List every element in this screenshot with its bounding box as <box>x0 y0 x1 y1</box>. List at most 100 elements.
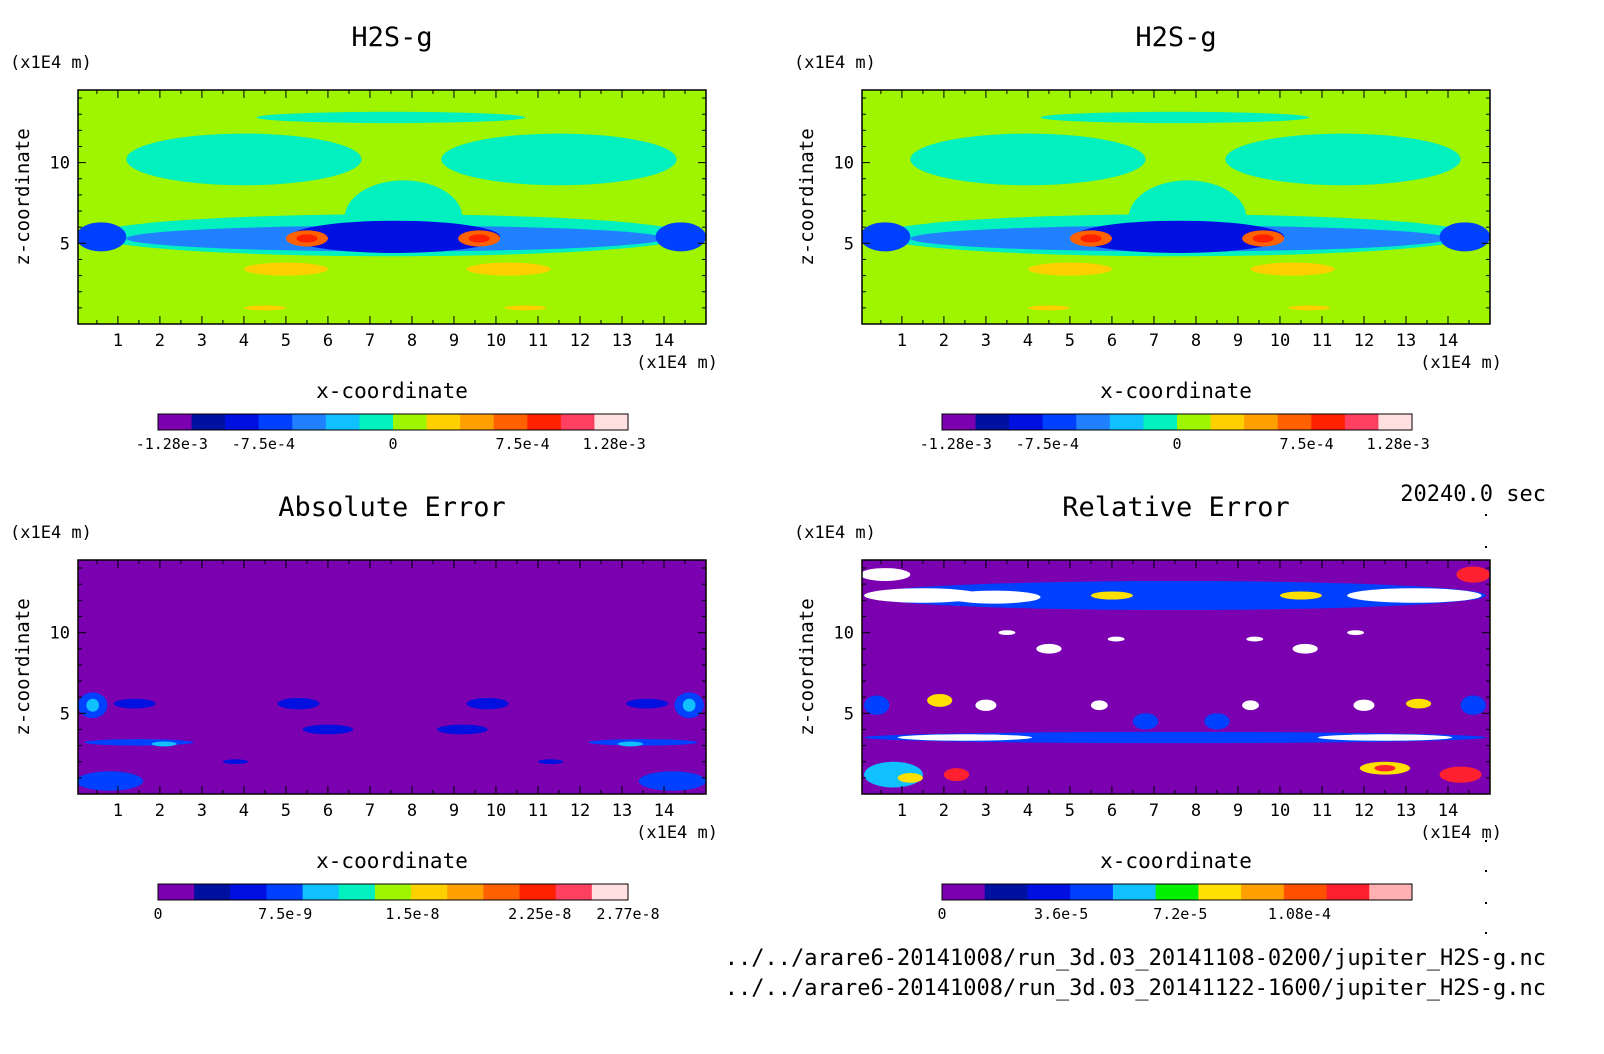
contour-region <box>151 741 177 747</box>
contour-region <box>1204 713 1230 730</box>
margin-dot <box>1485 870 1487 872</box>
contour-region <box>537 759 564 765</box>
colorbar-swatch <box>1369 884 1413 900</box>
x-tick-label: 1 <box>897 331 907 351</box>
colorbar-swatch <box>158 414 193 430</box>
colorbar-swatch <box>975 414 1010 430</box>
chart-panel-2: H2S-g(x1E4 m)1 2 3 4 5 6 7 8 9 10 11 12 13 14510(x1E4… <box>794 22 1502 453</box>
x-tick-label: 4 <box>239 801 249 821</box>
chart-title: Absolute Error <box>278 492 506 523</box>
contour-region <box>1317 734 1453 741</box>
x-tick-label: 8 <box>407 331 417 351</box>
x-tick-label: 4 <box>1023 801 1033 821</box>
colorbar-swatch <box>393 414 428 430</box>
x-axis-label: x-coordinate <box>316 849 468 873</box>
x-unit-label: (x1E4 m) <box>1420 823 1502 843</box>
x-unit-label: (x1E4 m) <box>636 823 718 843</box>
x-tick-label: 10 <box>486 801 506 821</box>
x-tick-label: 3 <box>981 331 991 351</box>
contour-layer <box>862 111 1490 311</box>
x-tick-label: 6 <box>1107 801 1117 821</box>
contour-region <box>638 771 706 791</box>
colorbar-label: -1.28e-3 <box>136 435 208 453</box>
chart-title: Relative Error <box>1062 492 1290 523</box>
colorbar-swatch <box>191 414 226 430</box>
x-tick-label: 2 <box>939 331 949 351</box>
contour-layer <box>78 692 706 791</box>
colorbar-label: 2.77e-8 <box>596 905 659 923</box>
contour-region <box>78 222 127 252</box>
colorbar-swatch <box>1344 414 1379 430</box>
plot-frame <box>861 559 1491 795</box>
colorbar-swatch <box>942 414 977 430</box>
colorbar-swatch <box>447 884 484 900</box>
x-tick-label: 5 <box>281 331 291 351</box>
x-tick-label: 12 <box>570 331 590 351</box>
contour-region <box>441 133 677 186</box>
colorbar-swatch <box>527 414 562 430</box>
contour-region <box>1027 305 1070 311</box>
chart-panel-1: H2S-g(x1E4 m)1 2 3 4 5 6 7 8 9 10 11 12 13 14510(x1E4… <box>10 22 718 453</box>
colorbar-label: 0 <box>388 435 397 453</box>
colorbar-frame <box>157 883 629 901</box>
colorbar-swatch <box>359 414 394 430</box>
contour-region <box>113 698 156 709</box>
contour-region <box>1040 111 1310 124</box>
x-tick-label: 11 <box>528 331 548 351</box>
y-tick-label: 10 <box>50 154 70 174</box>
colorbar-label: 1.28e-3 <box>583 435 646 453</box>
contour-region <box>1246 636 1264 642</box>
colorbar-swatch <box>1277 414 1312 430</box>
x-tick-label: 3 <box>197 331 207 351</box>
contour-region <box>910 133 1146 186</box>
contour-region <box>1460 695 1486 715</box>
contour-region <box>243 305 286 311</box>
colorbar-label: 7.5e-9 <box>258 905 312 923</box>
chart-title: H2S-g <box>1135 22 1216 53</box>
x-tick-label: 4 <box>239 331 249 351</box>
y-tick-label: 10 <box>834 624 854 644</box>
chart-panel-4: Relative Error(x1E4 m)1 2 3 4 5 6 7 8 9 10 11 12 13 1… <box>794 492 1502 923</box>
margin-dot <box>1485 840 1487 842</box>
colorbar-frame <box>157 413 629 431</box>
x-tick-label: 9 <box>1233 331 1243 351</box>
x-tick-label: 13 <box>612 801 632 821</box>
margin-dot <box>1485 514 1487 516</box>
contour-region <box>1090 700 1108 711</box>
x-tick-label: 14 <box>654 801 674 821</box>
colorbar-swatch <box>325 414 360 430</box>
colorbar-swatch <box>374 884 412 900</box>
contour-region <box>437 724 488 735</box>
contour-region <box>927 693 953 707</box>
colorbar-swatch <box>194 884 231 900</box>
contour-region <box>862 222 911 252</box>
contour-region <box>943 768 970 782</box>
contour-region <box>504 305 547 311</box>
contour-region <box>1107 636 1125 642</box>
contour-layer <box>862 566 1490 788</box>
colorbar-swatch <box>1210 414 1245 430</box>
x-tick-label: 5 <box>1065 801 1075 821</box>
contour-region <box>84 739 194 746</box>
x-tick-label: 6 <box>1107 331 1117 351</box>
y-tick-label: 10 <box>834 154 854 174</box>
contour-region <box>588 739 698 746</box>
x-tick-label: 1 <box>897 801 907 821</box>
x-tick-label: 3 <box>981 801 991 821</box>
contour-region <box>1090 591 1133 600</box>
colorbar-swatch <box>555 884 593 900</box>
footer-file-2: ../../arare6-20141008/run_3d.03_20141122… <box>724 976 1546 1001</box>
contour-region <box>626 698 669 709</box>
colorbar-swatch <box>1009 414 1044 430</box>
y-unit-label: (x1E4 m) <box>10 53 92 73</box>
contour-region <box>864 731 1486 744</box>
contour-region <box>222 759 249 765</box>
y-tick-label: 5 <box>60 234 70 254</box>
x-tick-label: 2 <box>155 801 165 821</box>
contour-region <box>897 734 1033 741</box>
plot-frame <box>861 89 1491 325</box>
y-unit-label: (x1E4 m) <box>794 523 876 543</box>
contour-region <box>1132 713 1159 730</box>
colorbar-swatch <box>1076 414 1111 430</box>
contour-region <box>1456 566 1490 583</box>
